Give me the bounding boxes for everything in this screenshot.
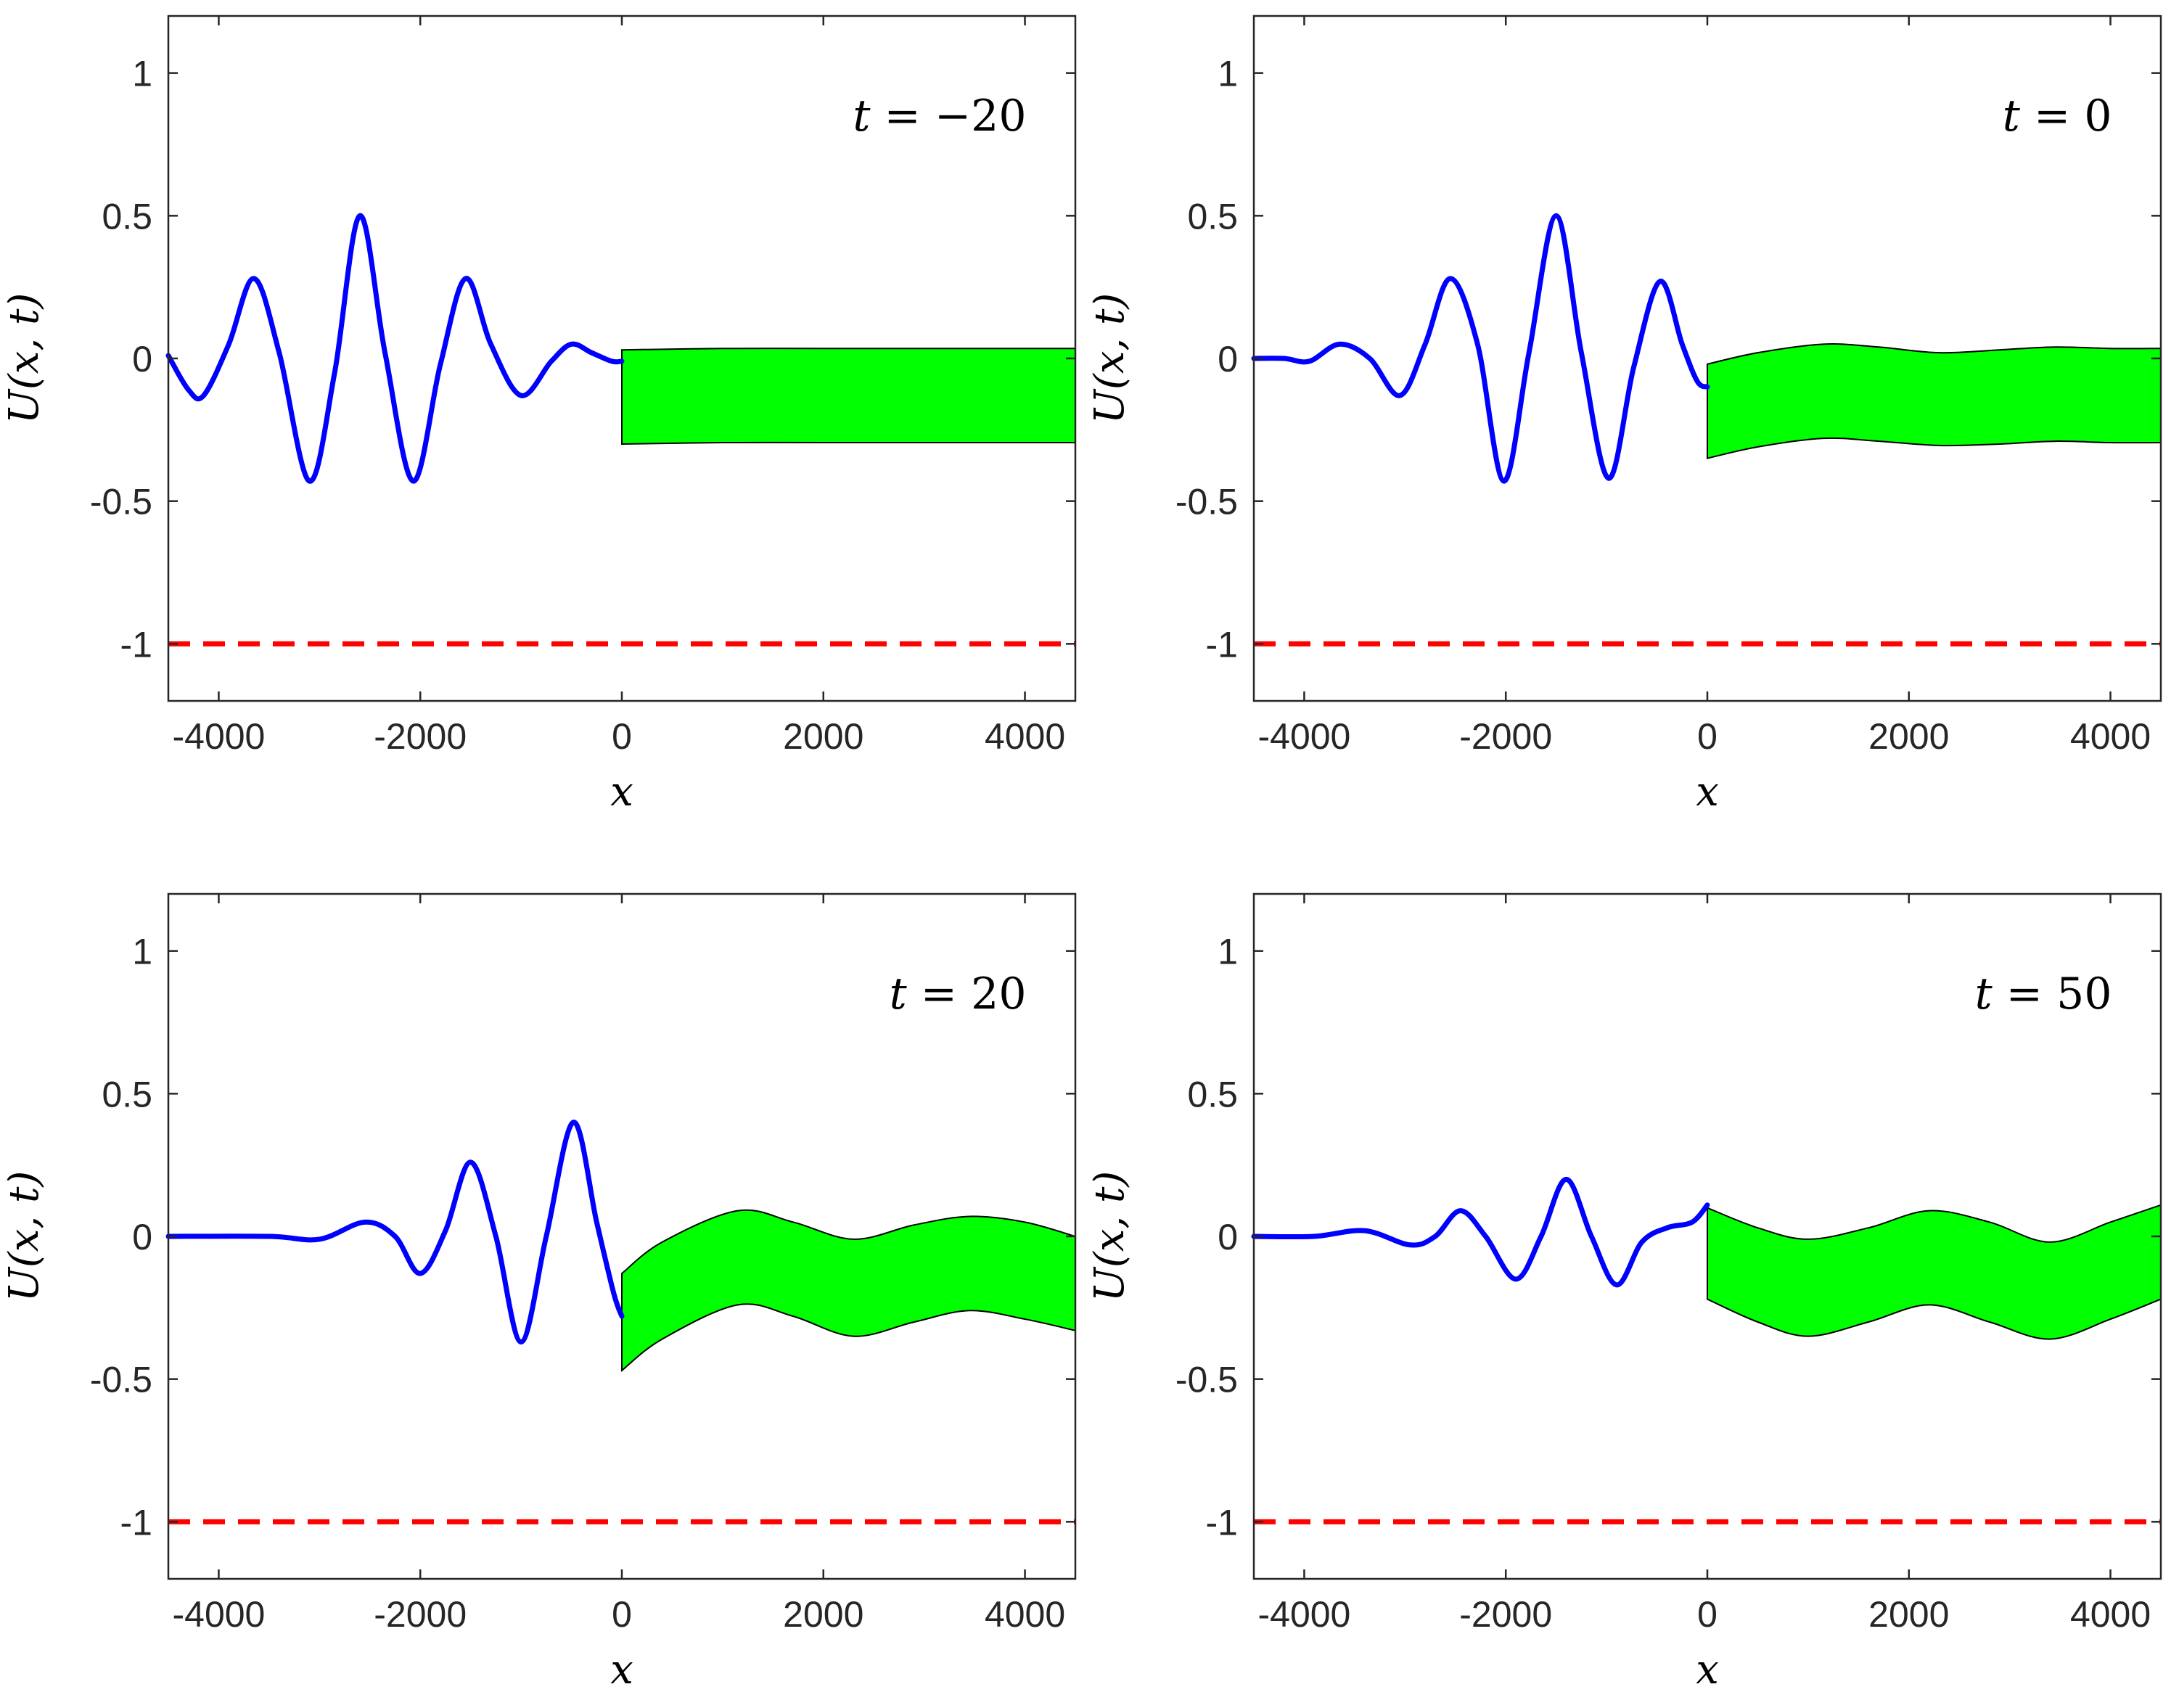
y-tick-label: -0.5	[90, 1360, 152, 1400]
y-tick-label: -1	[1206, 1502, 1238, 1543]
wave-line	[165, 213, 625, 484]
y-tick-label: -1	[120, 624, 152, 665]
y-axis-label: U(x, t)	[1, 1171, 48, 1302]
envelope-band	[1707, 343, 2162, 459]
envelope-band	[621, 348, 1076, 446]
x-tick-label: -4000	[172, 1594, 265, 1635]
y-tick-label: 1	[1218, 54, 1238, 94]
x-tick-label: 4000	[985, 716, 1065, 757]
y-tick-label: 0	[132, 1217, 152, 1257]
x-tick-label: 4000	[2070, 1594, 2151, 1635]
x-tick-label: 4000	[985, 1594, 1065, 1635]
y-tick-label: 1	[132, 932, 152, 972]
y-tick-label: -0.5	[1175, 482, 1238, 522]
x-axis-label: x	[1696, 1646, 1719, 1693]
x-axis-label: x	[610, 1646, 633, 1693]
y-tick-label: 0.5	[1187, 196, 1238, 237]
y-tick-label: -0.5	[90, 482, 152, 522]
x-tick-label: -2000	[1459, 716, 1552, 757]
x-tick-label: -2000	[374, 716, 467, 757]
x-tick-label: 0	[612, 716, 632, 757]
x-tick-label: -2000	[374, 1594, 467, 1635]
panel-top-right: -4000 -2000 0 2000 4000 -1 -0.5 0 0.5 1 x U(x, t) t …	[1086, 15, 2162, 816]
x-tick-label: -4000	[1257, 716, 1350, 757]
x-axis-label: x	[610, 768, 633, 816]
y-tick-label: 0.5	[102, 196, 152, 237]
y-tick-label: 0.5	[1187, 1074, 1238, 1114]
x-tick-label: 2000	[783, 716, 863, 757]
x-tick-label: 2000	[1868, 716, 1949, 757]
y-axis-label: U(x, t)	[1086, 293, 1133, 424]
x-tick-label: -2000	[1459, 1594, 1552, 1635]
x-tick-label: 2000	[783, 1594, 863, 1635]
y-tick-label: 1	[132, 54, 152, 94]
y-axis-label: U(x, t)	[1086, 1171, 1133, 1302]
time-annotation: t = −20	[853, 91, 1026, 141]
panel-bottom-right: -4000 -2000 0 2000 4000 -1 -0.5 0 0.5 1 x U(x, t) t …	[1086, 892, 2162, 1693]
y-tick-label: 1	[1218, 932, 1238, 972]
x-tick-label: 0	[1697, 716, 1717, 757]
x-tick-label: 2000	[1868, 1594, 1949, 1635]
y-axis-label: U(x, t)	[1, 293, 48, 424]
y-tick-label: -1	[120, 1502, 152, 1543]
time-annotation: t = 0	[2003, 91, 2112, 141]
wave-line	[1251, 1176, 1710, 1288]
x-tick-label: 0	[612, 1594, 632, 1635]
x-tick-label: 0	[1697, 1594, 1717, 1635]
y-tick-label: -0.5	[1175, 1360, 1238, 1400]
y-tick-label: 0	[132, 339, 152, 379]
x-axis-label: x	[1696, 768, 1719, 816]
x-tick-label: -4000	[172, 716, 265, 757]
time-annotation: t = 50	[1975, 969, 2112, 1019]
wave-line	[165, 1120, 625, 1345]
y-tick-label: 0	[1218, 1217, 1238, 1257]
wave-line	[1251, 213, 1710, 484]
x-tick-label: -4000	[1257, 1594, 1350, 1635]
y-tick-label: 0.5	[102, 1074, 152, 1114]
y-tick-label: 0	[1218, 339, 1238, 379]
time-annotation: t = 20	[890, 969, 1027, 1019]
panel-bottom-left: -4000 -2000 0 2000 4000 -1 -0.5 0 0.5 1 x U(x, t) t …	[1, 892, 1077, 1693]
y-tick-label: -1	[1206, 624, 1238, 665]
panel-top-left: -4000 -2000 0 2000 4000 -1 -0.5 0 0.5 1 x U(x, t) t …	[1, 15, 1077, 816]
x-tick-label: 4000	[2070, 716, 2151, 757]
